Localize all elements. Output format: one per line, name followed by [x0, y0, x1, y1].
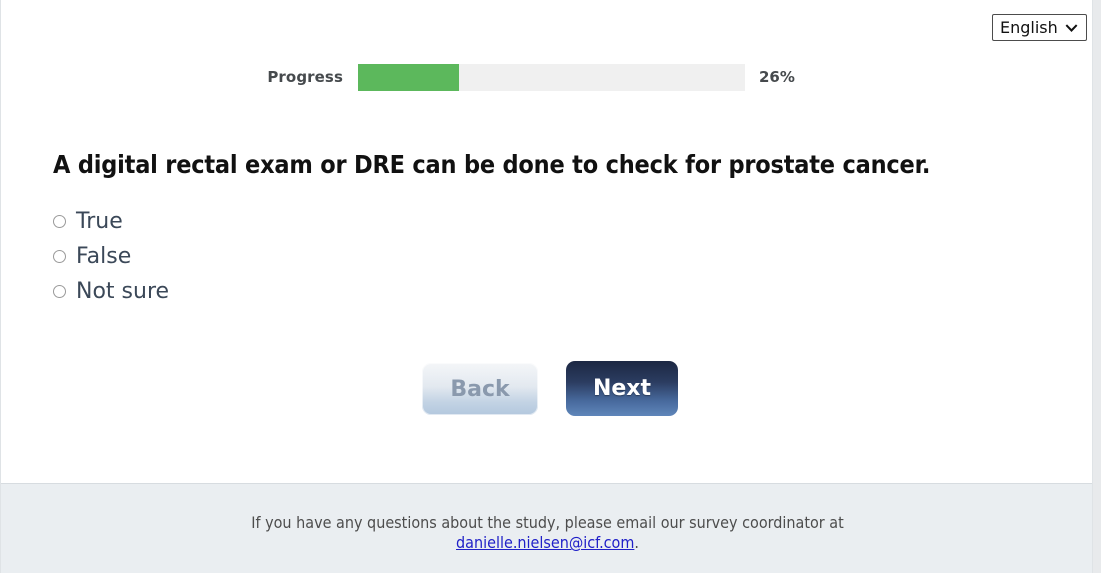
option-label: True — [76, 208, 123, 234]
footer-line-1: If you have any questions about the stud… — [251, 513, 844, 532]
footer-text: If you have any questions about the stud… — [1, 513, 1092, 554]
radio-button-icon[interactable] — [53, 285, 66, 298]
language-selector[interactable]: English — [992, 14, 1087, 41]
option-true[interactable]: True — [53, 204, 169, 239]
question-text: A digital rectal exam or DRE can be done… — [53, 150, 931, 179]
answer-options: True False Not sure — [53, 204, 169, 309]
footer: If you have any questions about the stud… — [1, 483, 1092, 573]
chevron-down-icon — [1065, 21, 1078, 34]
radio-button-icon[interactable] — [53, 215, 66, 228]
coordinator-email-link[interactable]: danielle.nielsen@icf.com — [456, 533, 635, 553]
option-label: False — [76, 243, 132, 269]
next-button[interactable]: Next — [566, 361, 678, 416]
navigation-buttons: Back Next — [422, 361, 678, 416]
progress-track — [358, 63, 745, 91]
language-selector-wrap: English — [992, 14, 1087, 41]
language-selector-value: English — [1000, 18, 1058, 37]
back-button[interactable]: Back — [422, 363, 538, 415]
progress-label: Progress — [267, 68, 343, 86]
option-label: Not sure — [76, 278, 170, 304]
progress-percent: 26% — [759, 68, 795, 86]
option-not-sure[interactable]: Not sure — [53, 274, 169, 309]
option-false[interactable]: False — [53, 239, 169, 274]
radio-button-icon[interactable] — [53, 250, 66, 263]
progress-fill — [358, 63, 459, 91]
progress-row: Progress 26% — [1, 63, 1092, 91]
footer-period: . — [634, 533, 639, 553]
